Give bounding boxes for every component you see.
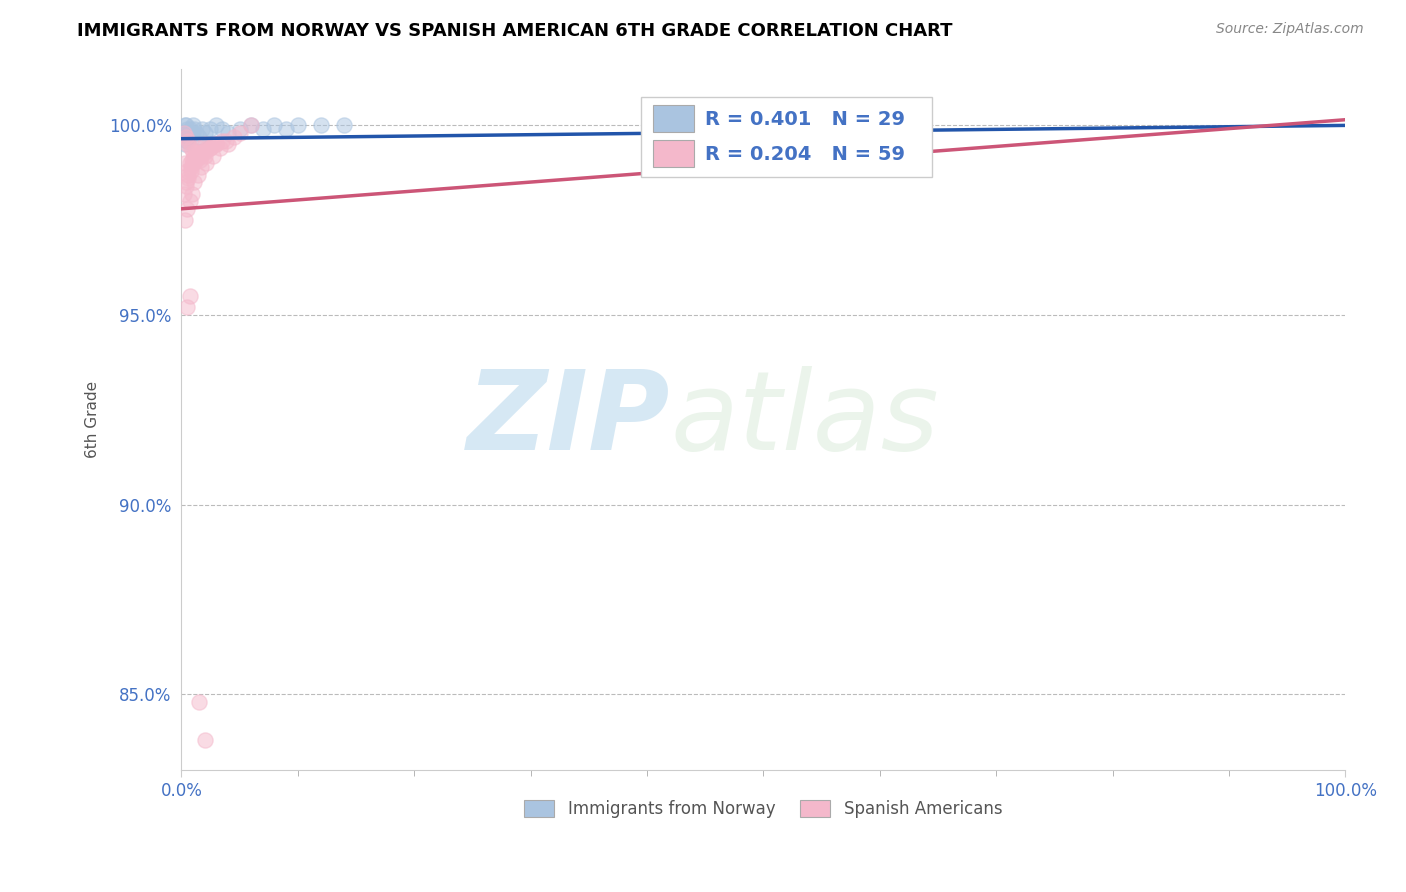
Point bbox=[188, 149, 211, 163]
Legend: Immigrants from Norway, Spanish Americans: Immigrants from Norway, Spanish American… bbox=[517, 793, 1010, 825]
Point bbox=[201, 149, 224, 163]
Point bbox=[179, 122, 201, 136]
Point bbox=[176, 202, 198, 216]
Text: atlas: atlas bbox=[671, 366, 939, 473]
FancyBboxPatch shape bbox=[652, 105, 693, 132]
Point bbox=[200, 122, 222, 136]
Point bbox=[179, 194, 201, 209]
Point bbox=[173, 137, 195, 152]
FancyBboxPatch shape bbox=[652, 140, 693, 167]
Point bbox=[177, 129, 200, 144]
Point bbox=[174, 119, 197, 133]
Point bbox=[202, 137, 225, 152]
Point bbox=[186, 145, 208, 159]
Point bbox=[174, 129, 197, 144]
Point bbox=[184, 153, 207, 167]
Point bbox=[211, 134, 233, 148]
Point bbox=[187, 129, 209, 144]
Point bbox=[228, 122, 250, 136]
Point bbox=[179, 289, 201, 303]
Point bbox=[177, 129, 200, 144]
Point bbox=[181, 145, 204, 159]
Point bbox=[187, 149, 209, 163]
Point bbox=[194, 126, 217, 140]
Point bbox=[309, 119, 332, 133]
Point bbox=[194, 156, 217, 170]
Point bbox=[176, 134, 198, 148]
Point bbox=[200, 141, 222, 155]
Point bbox=[181, 119, 204, 133]
Point bbox=[173, 126, 195, 140]
Text: R = 0.401   N = 29: R = 0.401 N = 29 bbox=[706, 110, 905, 128]
Point bbox=[240, 119, 263, 133]
Point bbox=[180, 186, 202, 201]
Point bbox=[214, 134, 236, 148]
Point bbox=[187, 695, 209, 709]
Point bbox=[191, 122, 214, 136]
Point bbox=[173, 156, 195, 170]
Point bbox=[183, 175, 205, 189]
Point bbox=[179, 156, 201, 170]
Point bbox=[180, 126, 202, 140]
Point bbox=[180, 126, 202, 140]
Point bbox=[191, 145, 214, 159]
Point bbox=[177, 134, 200, 148]
Point bbox=[180, 153, 202, 167]
FancyBboxPatch shape bbox=[641, 96, 932, 178]
Point bbox=[333, 119, 356, 133]
Y-axis label: 6th Grade: 6th Grade bbox=[86, 381, 100, 458]
Point bbox=[200, 141, 222, 155]
Point bbox=[276, 122, 298, 136]
Point bbox=[176, 301, 198, 315]
Point bbox=[205, 119, 228, 133]
Point bbox=[176, 164, 198, 178]
Point bbox=[176, 137, 198, 152]
Point bbox=[190, 160, 212, 174]
Text: Source: ZipAtlas.com: Source: ZipAtlas.com bbox=[1216, 22, 1364, 37]
Point bbox=[217, 126, 239, 140]
Point bbox=[180, 160, 202, 174]
Point bbox=[187, 141, 209, 155]
Point bbox=[184, 149, 207, 163]
Point bbox=[180, 164, 202, 178]
Point bbox=[181, 156, 204, 170]
Point bbox=[177, 168, 200, 182]
Point bbox=[194, 149, 217, 163]
Point bbox=[240, 119, 263, 133]
Point bbox=[195, 141, 218, 155]
Point bbox=[191, 145, 214, 159]
Point bbox=[173, 213, 195, 227]
Point bbox=[186, 126, 208, 140]
Point bbox=[177, 171, 200, 186]
Text: ZIP: ZIP bbox=[467, 366, 671, 473]
Point bbox=[183, 149, 205, 163]
Point bbox=[176, 122, 198, 136]
Point bbox=[188, 153, 211, 167]
Point bbox=[173, 119, 195, 133]
Point bbox=[287, 119, 309, 133]
Point bbox=[187, 168, 209, 182]
Text: R = 0.204   N = 59: R = 0.204 N = 59 bbox=[706, 145, 905, 163]
Point bbox=[194, 145, 217, 159]
Point bbox=[252, 122, 274, 136]
Point bbox=[180, 141, 202, 155]
Point bbox=[181, 156, 204, 170]
Point bbox=[211, 122, 233, 136]
Point bbox=[205, 137, 228, 152]
Point bbox=[173, 186, 195, 201]
Point bbox=[174, 179, 197, 194]
Point bbox=[228, 126, 250, 140]
Point bbox=[194, 137, 217, 152]
Point bbox=[205, 137, 228, 152]
Text: IMMIGRANTS FROM NORWAY VS SPANISH AMERICAN 6TH GRADE CORRELATION CHART: IMMIGRANTS FROM NORWAY VS SPANISH AMERIC… bbox=[77, 22, 953, 40]
Point bbox=[208, 141, 231, 155]
Point bbox=[174, 175, 197, 189]
Point bbox=[173, 126, 195, 140]
Point bbox=[183, 122, 205, 136]
Point bbox=[186, 153, 208, 167]
Point bbox=[222, 129, 245, 144]
Point bbox=[263, 119, 285, 133]
Point bbox=[194, 732, 217, 747]
Point bbox=[217, 137, 239, 152]
